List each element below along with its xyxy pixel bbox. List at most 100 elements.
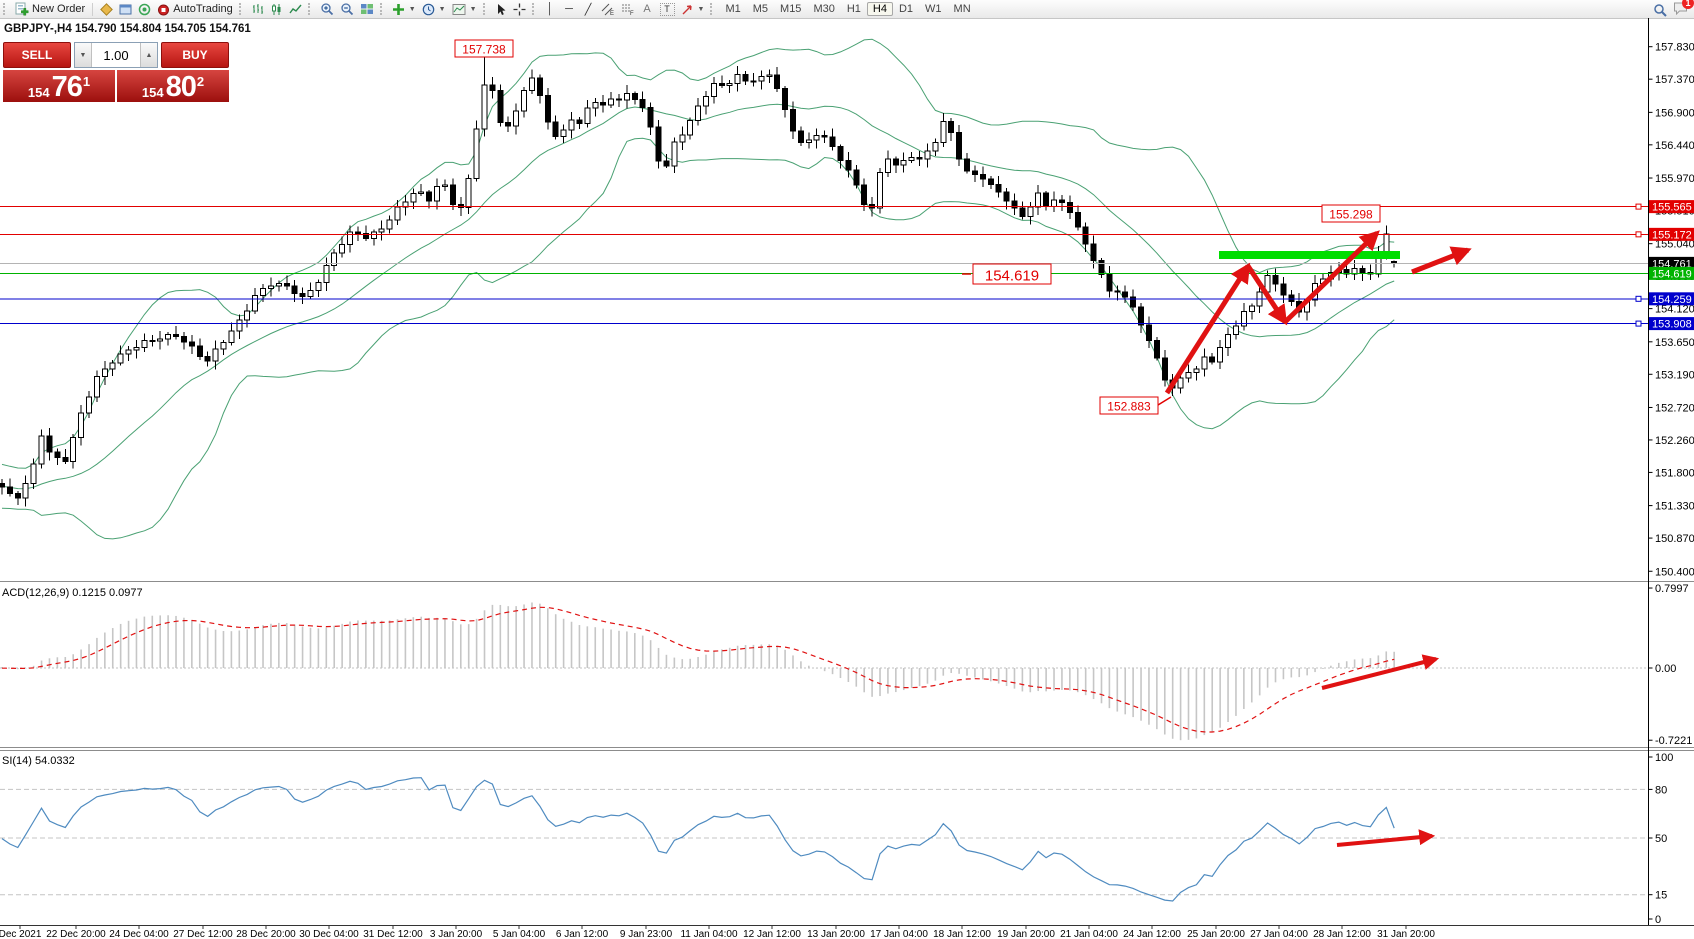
crosshair-tool-button[interactable] [510, 1, 529, 17]
breakout-arrow[interactable] [1411, 246, 1472, 275]
toolbar-grip[interactable] [482, 3, 488, 15]
candle-bear [979, 174, 986, 180]
candle-bull [109, 362, 116, 370]
timeframe-w1[interactable]: W1 [925, 2, 942, 15]
candle-bull [695, 105, 702, 121]
vertical-line-tool[interactable]: │ [541, 1, 560, 17]
new-order-button[interactable]: New Order [12, 1, 88, 17]
candle-bull [323, 265, 330, 284]
zoom-in-button[interactable] [317, 1, 337, 17]
text-label-icon: T [659, 2, 675, 16]
price-callout-box[interactable] [1321, 204, 1381, 223]
candle-bull [908, 157, 915, 162]
trend-arrow[interactable] [1164, 262, 1251, 395]
toolbar-grip[interactable] [710, 3, 715, 15]
line-handle[interactable] [1635, 231, 1642, 238]
timeframe-mn[interactable]: MN [953, 2, 971, 15]
price-callout-box[interactable] [1099, 396, 1159, 415]
dropdown-caret-icon: ▼ [408, 5, 416, 13]
timeframe-m30[interactable]: M30 [813, 2, 835, 15]
candle-bear [1272, 274, 1279, 285]
periods-button[interactable]: ▼ [419, 1, 449, 17]
chat-button[interactable]: 1 [1673, 0, 1694, 18]
chart-symbol-title: GBPJPY-,H4 154.790 154.804 154.705 154.7… [4, 23, 251, 35]
channel-tool[interactable]: E [598, 1, 618, 17]
timeframe-m15[interactable]: M15 [780, 2, 802, 15]
autotrading-icon [158, 4, 170, 15]
notification-badge: 1 [1682, 0, 1694, 9]
timeframe-m5[interactable]: M5 [752, 2, 769, 15]
candle-bull [331, 252, 338, 267]
zoom-out-button[interactable] [337, 1, 357, 17]
autotrading-button[interactable]: AutoTrading [154, 1, 236, 17]
candle-bull [252, 295, 259, 312]
signal-button[interactable] [135, 1, 154, 17]
line-handle[interactable] [1635, 203, 1642, 210]
line-handle[interactable] [1635, 295, 1642, 302]
label-tool[interactable]: T [657, 1, 678, 17]
candle-bull [307, 289, 314, 297]
macd-trend-arrow[interactable] [1321, 654, 1440, 690]
timeframe-h1[interactable]: H1 [846, 2, 861, 15]
volume-increase-button[interactable]: ▲ [140, 43, 157, 67]
support-zone-bar[interactable] [1219, 251, 1400, 259]
candle-bull [513, 110, 520, 127]
toolbar-grip[interactable] [531, 3, 537, 15]
rsi-trend-arrow[interactable] [1336, 829, 1436, 847]
time-label: 6 Jan 12:00 [556, 929, 609, 939]
macd-tick-label: 0.00 [1655, 663, 1676, 675]
trendline-tool[interactable]: ╱ [579, 1, 598, 17]
volume-value[interactable]: 1.00 [103, 47, 129, 63]
sell-button[interactable]: SELL [3, 42, 71, 68]
dropdown-caret-icon: ▼ [438, 5, 446, 13]
candle-bull [418, 191, 425, 195]
candle-bull [481, 84, 488, 130]
price-callout-text: 155.298 [1329, 208, 1373, 222]
bar-chart-button[interactable] [248, 1, 267, 17]
candlestick-icon [271, 3, 281, 15]
horizontal-line-tool[interactable]: ─ [560, 1, 579, 17]
candle-bull [101, 368, 108, 378]
indicators-button[interactable]: ▼ [389, 1, 419, 17]
trend-arrow[interactable] [1283, 230, 1380, 324]
candle-bear [829, 136, 836, 148]
timeframe-m1[interactable]: M1 [725, 2, 741, 15]
toolbar-grip[interactable] [3, 3, 8, 15]
time-label: 28 Jan 12:00 [1313, 929, 1371, 939]
candlestick-button[interactable] [267, 1, 286, 17]
candle-bear [655, 126, 662, 162]
search-icon[interactable] [1653, 3, 1667, 17]
candle-bull [1232, 325, 1239, 335]
timeframe-d1[interactable]: D1 [898, 2, 914, 15]
sell-price-tile[interactable]: 154 76 1 [3, 70, 115, 102]
toolbar-grip[interactable] [238, 3, 244, 15]
market-watch-button[interactable] [97, 1, 116, 17]
candle-bear [1145, 324, 1152, 342]
price-callout-box[interactable] [972, 263, 1052, 285]
toolbar-grip[interactable] [307, 3, 313, 15]
templates-button[interactable]: ▼ [449, 1, 480, 17]
navigator-button[interactable] [116, 1, 135, 17]
axis-price-flag [1649, 227, 1694, 241]
line-chart-button[interactable] [286, 1, 305, 17]
timeframe-h4[interactable]: H4 [866, 1, 893, 16]
cursor-tool-button[interactable] [492, 1, 510, 17]
text-tool[interactable]: A [638, 1, 657, 17]
arrows-tool[interactable]: ▼ [678, 1, 708, 17]
tile-windows-button[interactable] [357, 1, 377, 17]
volume-decrease-button[interactable]: ▼ [75, 43, 92, 67]
toolbar-grip[interactable] [379, 3, 385, 15]
candle-bear [718, 82, 725, 86]
line-handle[interactable] [1635, 320, 1642, 327]
candle-bull [932, 141, 939, 152]
buy-button[interactable]: BUY [161, 42, 229, 68]
buy-price-tile[interactable]: 154 80 2 [117, 70, 229, 102]
candle-bear [956, 132, 963, 160]
time-label: 27 Dec 12:00 [173, 929, 233, 939]
fibonacci-tool[interactable]: F [618, 1, 638, 17]
price-callout-box[interactable] [454, 39, 514, 58]
chart-canvas[interactable]: 157.738 155.298 154.619 152.883 ACD(12,26,9)… [0, 18, 1694, 939]
price-tick-label: 156.900 [1655, 107, 1694, 119]
trend-arrow[interactable] [1245, 264, 1288, 326]
candle-bull [726, 82, 733, 86]
